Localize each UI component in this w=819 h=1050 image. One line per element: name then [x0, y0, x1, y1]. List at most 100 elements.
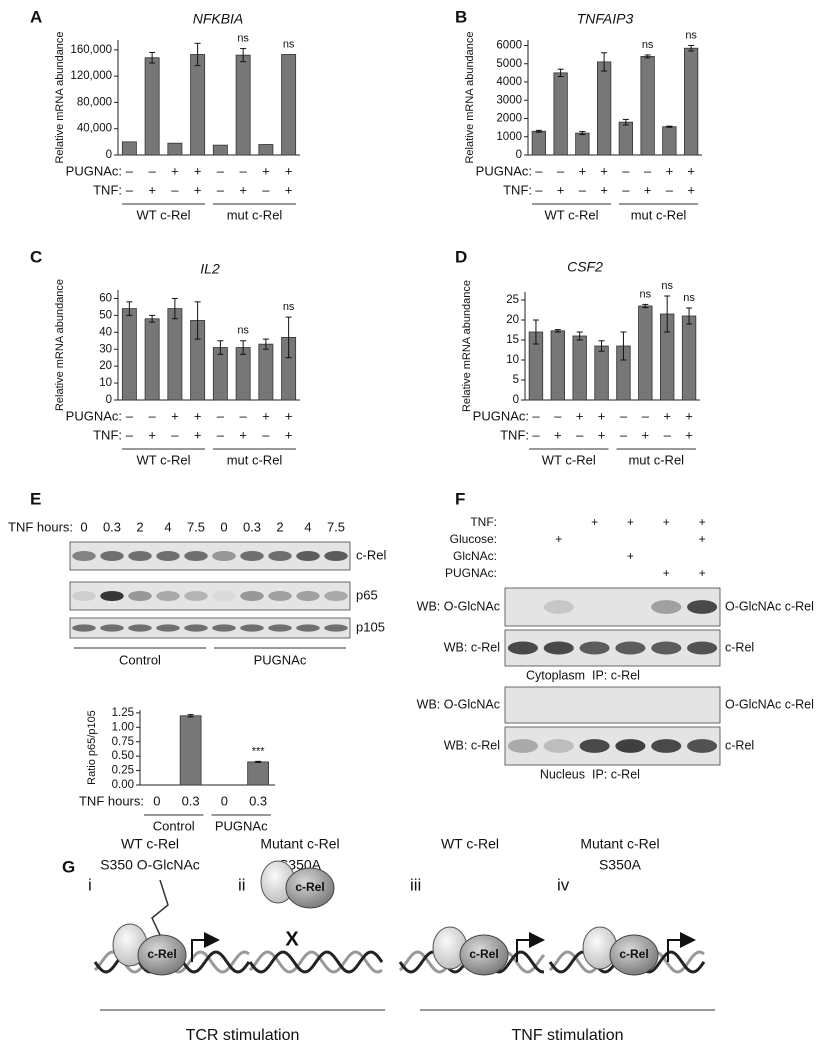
panel-letter: E — [30, 489, 41, 508]
condition-label: GlcNAc: — [453, 549, 497, 563]
condition-label: PUGNAc: — [476, 163, 532, 178]
blot-band — [240, 590, 264, 602]
condition-mark: – — [579, 182, 587, 197]
protein-title: Mutant c-Rel — [580, 836, 659, 852]
condition-mark: + — [171, 163, 179, 178]
condition-mark: – — [240, 408, 248, 423]
bar-label: ns — [683, 292, 695, 304]
blocked-mark: X — [285, 928, 299, 950]
transcription-arrow — [191, 932, 220, 962]
condition-label: TNF: — [503, 182, 532, 197]
dna-strand — [248, 950, 383, 974]
condition-label: TNF hours: — [79, 793, 144, 808]
bar — [167, 308, 183, 401]
y-tick-label: 6000 — [496, 40, 522, 52]
bar — [553, 72, 568, 156]
stimulus-label: TCR stimulation — [186, 1027, 300, 1044]
numeral: iv — [557, 875, 570, 894]
error-bar — [187, 714, 194, 718]
panel-letter: G — [62, 857, 75, 876]
y-tick-label: 1.00 — [112, 721, 134, 733]
caption: Nucleus — [540, 767, 585, 781]
blot-band — [507, 641, 538, 655]
lane-label: 4 — [304, 519, 311, 534]
bar — [190, 54, 206, 156]
numeral: i — [88, 875, 92, 894]
y-axis-label: Relative mRNA abundance — [54, 279, 66, 411]
blot-band — [651, 641, 682, 655]
blot-band — [184, 550, 208, 562]
blot-band — [615, 641, 646, 655]
band-label: c-Rel — [725, 640, 754, 654]
error-bar — [535, 129, 542, 133]
blot-band — [128, 550, 152, 562]
y-tick-label: 0.75 — [112, 736, 134, 748]
blot-band — [240, 624, 264, 632]
panel-letter: A — [30, 7, 42, 26]
condition-mark: – — [620, 427, 628, 442]
transcription-arrow — [516, 932, 545, 962]
condition-mark: + — [687, 163, 695, 178]
group-label: Control — [153, 818, 195, 833]
y-tick-label: 1000 — [496, 131, 522, 143]
blot-band — [296, 624, 320, 632]
condition-mark: + — [627, 549, 634, 563]
condition-label: PUGNAc: — [445, 566, 497, 580]
stimulus-label: TNF stimulation — [511, 1027, 623, 1044]
condition-mark: – — [217, 427, 225, 442]
y-tick-label: 20 — [506, 314, 519, 326]
chart-title: IL2 — [200, 261, 220, 277]
bar — [247, 761, 269, 786]
bar — [640, 56, 655, 156]
error-bar — [149, 51, 156, 64]
group-label: WT c-Rel — [545, 207, 599, 222]
condition-mark: – — [126, 408, 134, 423]
condition-mark: + — [699, 515, 706, 529]
condition-mark: – — [149, 408, 157, 423]
group-label: mut c-Rel — [227, 207, 283, 222]
blot-band — [687, 600, 718, 614]
transcription-arrow — [667, 932, 696, 962]
condition-mark: + — [627, 515, 634, 529]
condition-mark: + — [148, 182, 156, 197]
y-axis-label: Ratio p65/p105 — [86, 710, 98, 785]
y-tick-label: 0 — [513, 394, 519, 406]
error-bar — [532, 319, 539, 345]
y-tick-label: 4000 — [496, 76, 522, 88]
error-bar — [240, 48, 247, 63]
lane-label: 0.3 — [103, 519, 121, 534]
lane-label: 0 — [220, 519, 227, 534]
y-tick-label: 0 — [106, 149, 112, 161]
condition-mark: + — [685, 427, 693, 442]
blot-band — [615, 739, 646, 753]
condition-mark: – — [576, 427, 584, 442]
condition-mark: – — [664, 427, 672, 442]
blot-strip — [69, 581, 351, 611]
caption: Cytoplasm — [526, 668, 585, 682]
blot-band — [543, 600, 574, 614]
condition-mark: + — [194, 427, 202, 442]
blot-band — [100, 550, 124, 562]
condition-label: TNF: — [93, 427, 122, 442]
condition-mark: + — [554, 427, 562, 442]
protein-label: c-Rel — [619, 947, 648, 961]
lane-label: 0.3 — [243, 519, 261, 534]
y-tick-label: 0.00 — [112, 779, 134, 791]
condition-mark: + — [699, 532, 706, 546]
bar — [212, 144, 228, 156]
error-bar — [194, 42, 201, 67]
protein-label: c-Rel — [295, 880, 324, 894]
blot-band — [268, 624, 292, 632]
blot-band — [212, 624, 236, 632]
y-tick-label: 10 — [506, 354, 519, 366]
condition-mark: + — [285, 163, 293, 178]
condition-mark: + — [579, 163, 587, 178]
error-bar — [576, 331, 583, 341]
blot-band — [296, 550, 320, 562]
condition-mark: + — [262, 163, 270, 178]
bar-label: ns — [640, 288, 652, 300]
caption: IP: c-Rel — [592, 767, 640, 781]
bar — [281, 54, 297, 156]
condition-mark: – — [171, 182, 179, 197]
chart-title: TNFAIP3 — [577, 11, 634, 27]
